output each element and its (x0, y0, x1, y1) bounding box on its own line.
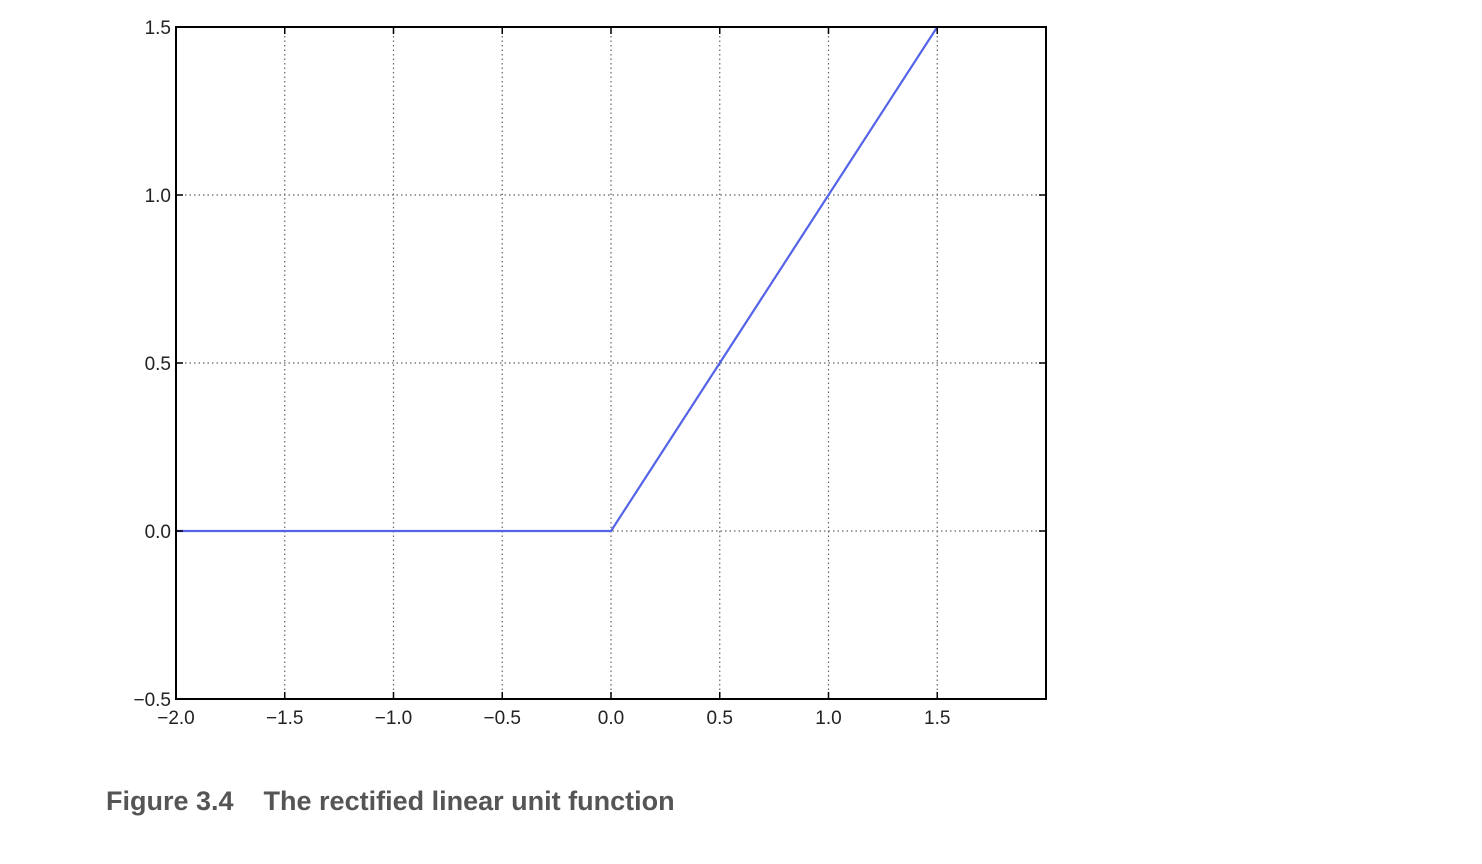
y-tick-label: 1.0 (145, 186, 171, 207)
x-tick-label: −1.5 (266, 708, 304, 729)
x-tick-label: 0.0 (598, 708, 624, 729)
y-tick-label: 1.5 (145, 18, 171, 39)
grid (176, 27, 1046, 699)
x-tick-label: 1.5 (924, 708, 950, 729)
figure-caption: Figure 3.4 The rectified linear unit func… (106, 786, 675, 817)
figure-caption-text: The rectified linear unit function (263, 786, 675, 816)
relu-chart: −2.0 −1.5 −1.0 −0.5 0.0 0.5 1.0 1.5 −0.5 0.0 0.5 1.… (133, 18, 1047, 729)
y-tick-label: −0.5 (133, 690, 171, 711)
y-tick-label: 0.0 (145, 522, 171, 543)
y-tick-label: 0.5 (145, 354, 171, 375)
tick-labels: −2.0 −1.5 −1.0 −0.5 0.0 0.5 1.0 1.5 −0.5 0.0 0.5 1.… (133, 18, 950, 729)
series-layer (176, 26, 939, 533)
x-tick-label: 1.0 (815, 708, 841, 729)
x-tick-label: −0.5 (483, 708, 521, 729)
relu-line (176, 26, 939, 533)
ticks (175, 26, 1046, 700)
x-tick-label: −2.0 (157, 708, 195, 729)
x-tick-label: −1.0 (375, 708, 413, 729)
x-tick-label: 0.5 (707, 708, 733, 729)
figure-number: Figure 3.4 (106, 786, 234, 816)
